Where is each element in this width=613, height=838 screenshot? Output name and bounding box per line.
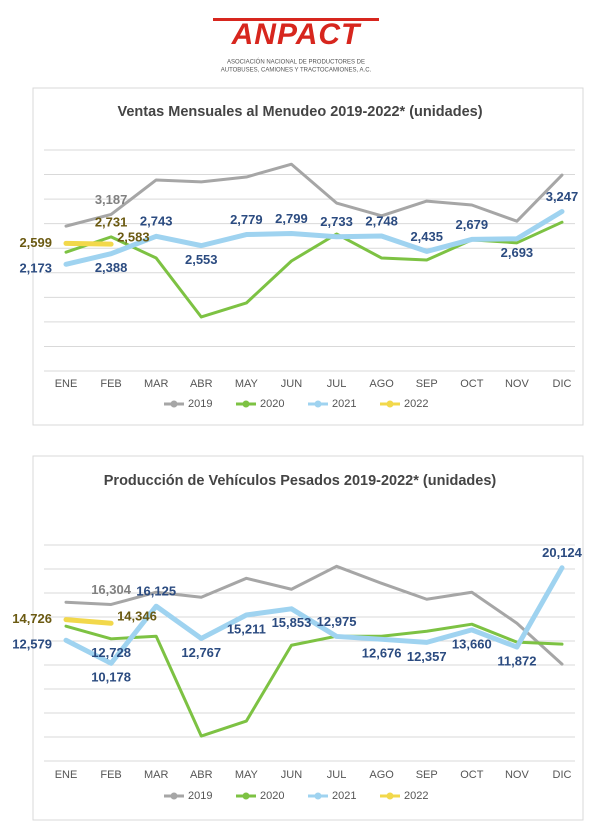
legend-label: 2020 bbox=[260, 398, 284, 410]
logo-tagline: ASOCIACIÓN NACIONAL DE PRODUCTORES DE bbox=[227, 59, 365, 66]
data-label: 12,357 bbox=[407, 649, 447, 664]
data-label: 14,346 bbox=[117, 609, 157, 624]
data-label: 3,187 bbox=[95, 192, 128, 207]
x-tick-label: JUL bbox=[327, 378, 347, 390]
x-tick-label: MAR bbox=[144, 769, 169, 781]
x-tick-label: ENE bbox=[55, 378, 78, 390]
data-label: 20,124 bbox=[542, 545, 583, 560]
legend-marker bbox=[314, 400, 322, 408]
series-line bbox=[63, 617, 114, 626]
data-label: 2,553 bbox=[185, 252, 218, 267]
legend-marker bbox=[170, 400, 178, 408]
data-label: 2,731 bbox=[95, 214, 128, 229]
x-tick-label: FEB bbox=[100, 378, 121, 390]
data-label: 14,726 bbox=[12, 611, 52, 626]
data-label: 12,676 bbox=[362, 646, 402, 661]
data-label: 2,748 bbox=[365, 213, 398, 228]
data-label: 12,975 bbox=[317, 614, 357, 629]
data-label: 12,579 bbox=[12, 637, 52, 652]
x-tick-label: DIC bbox=[553, 378, 572, 390]
logo: ANPACT ASOCIACIÓN NACIONAL DE PRODUCTORE… bbox=[213, 18, 379, 74]
x-tick-label: ABR bbox=[190, 769, 213, 781]
data-label: 2,435 bbox=[410, 229, 443, 244]
x-tick-label: NOV bbox=[505, 769, 530, 781]
data-label: 2,799 bbox=[275, 211, 308, 226]
legend-label: 2021 bbox=[332, 790, 356, 802]
data-label: 2,693 bbox=[501, 245, 534, 260]
chart-panel bbox=[32, 87, 584, 426]
x-tick-label: JUL bbox=[327, 769, 347, 781]
x-tick-label: OCT bbox=[460, 769, 484, 781]
logo-tagline: AUTOBUSES, CAMIONES Y TRACTOCAMIONES, A.… bbox=[221, 68, 372, 74]
x-tick-label: JUN bbox=[281, 378, 302, 390]
legend-label: 2020 bbox=[260, 790, 284, 802]
series-line bbox=[64, 564, 564, 666]
x-tick-label: ABR bbox=[190, 378, 213, 390]
legend-marker bbox=[242, 792, 250, 800]
data-label: 2,779 bbox=[230, 212, 263, 227]
x-tick-label: AGO bbox=[369, 769, 394, 781]
series-line bbox=[64, 162, 564, 228]
data-label: 16,304 bbox=[91, 582, 132, 597]
legend-marker bbox=[242, 400, 250, 408]
series-line bbox=[64, 622, 564, 738]
legend-label: 2022 bbox=[404, 398, 428, 410]
legend-marker bbox=[386, 400, 394, 408]
legend-marker bbox=[386, 792, 394, 800]
data-label: 2,599 bbox=[19, 235, 52, 250]
data-label: 15,211 bbox=[227, 621, 266, 636]
data-label: 2,173 bbox=[19, 261, 52, 276]
data-label: 16,125 bbox=[136, 584, 176, 599]
series-line bbox=[63, 240, 114, 247]
data-label: 2,583 bbox=[117, 230, 150, 245]
x-tick-label: MAR bbox=[144, 378, 169, 390]
chart-title: Ventas Mensuales al Menudeo 2019-2022* (… bbox=[117, 104, 482, 120]
x-tick-label: ENE bbox=[55, 769, 78, 781]
data-label: 2,733 bbox=[320, 214, 353, 229]
x-tick-label: MAY bbox=[235, 769, 259, 781]
x-tick-label: SEP bbox=[416, 378, 438, 390]
data-label: 13,660 bbox=[452, 636, 492, 651]
legend-marker bbox=[170, 792, 178, 800]
logo-bar bbox=[213, 18, 379, 21]
data-label: 2,743 bbox=[140, 214, 173, 229]
data-label: 15,853 bbox=[272, 615, 312, 630]
legend-label: 2022 bbox=[404, 790, 428, 802]
chart-title: Producción de Vehículos Pesados 2019-202… bbox=[104, 473, 497, 489]
data-label: 12,728 bbox=[91, 645, 131, 660]
data-label: 2,679 bbox=[456, 217, 489, 232]
legend-label: 2019 bbox=[188, 790, 212, 802]
legend-marker bbox=[314, 792, 322, 800]
x-tick-label: OCT bbox=[460, 378, 484, 390]
x-tick-label: FEB bbox=[100, 769, 121, 781]
data-label: 12,767 bbox=[181, 645, 221, 660]
x-tick-label: NOV bbox=[505, 378, 530, 390]
series-line bbox=[63, 209, 565, 267]
data-label: 10,178 bbox=[91, 670, 131, 685]
series-line bbox=[63, 565, 565, 666]
data-label: 3,247 bbox=[546, 189, 579, 204]
x-tick-label: DIC bbox=[553, 769, 572, 781]
x-tick-label: MAY bbox=[235, 378, 259, 390]
data-label: 2,388 bbox=[95, 260, 128, 275]
logo-text: ANPACT bbox=[231, 18, 362, 51]
x-tick-label: JUN bbox=[281, 769, 302, 781]
legend-label: 2021 bbox=[332, 398, 356, 410]
data-label: 11,872 bbox=[497, 653, 536, 668]
legend-label: 2019 bbox=[188, 398, 212, 410]
x-tick-label: SEP bbox=[416, 769, 438, 781]
x-tick-label: AGO bbox=[369, 378, 394, 390]
